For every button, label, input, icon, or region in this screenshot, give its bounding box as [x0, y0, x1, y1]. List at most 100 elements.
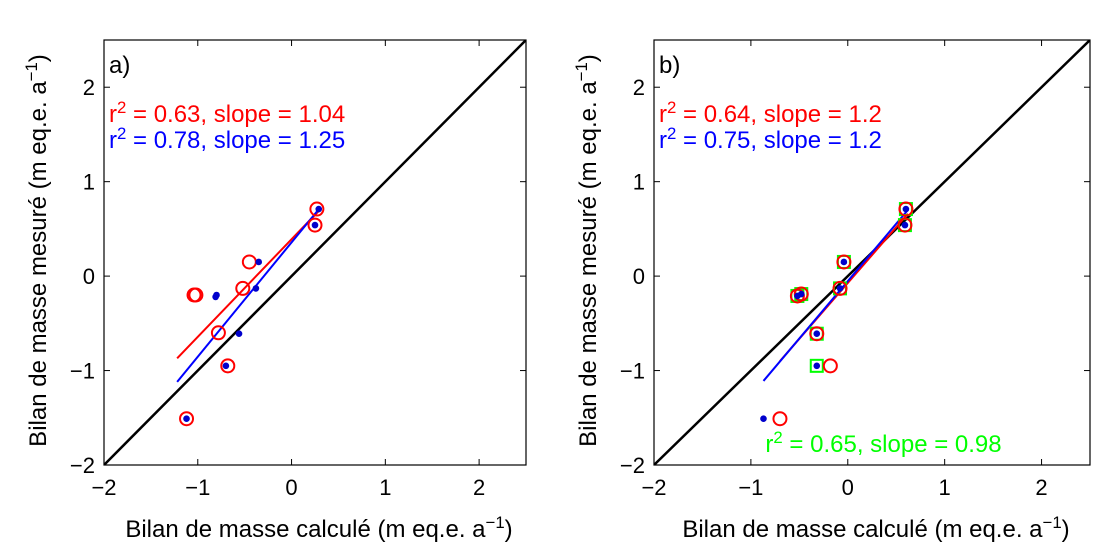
- y-axis-label-sup: −1: [22, 62, 41, 81]
- x-tick-label: −2: [641, 475, 666, 500]
- blue-dot-point: [252, 285, 260, 292]
- stats-text-blue: r2 = 0.75, slope = 1.2: [659, 124, 882, 155]
- red-circle-point: [220, 358, 236, 374]
- red-circle-point: [307, 217, 323, 233]
- x-tick-label: −2: [91, 475, 116, 500]
- x-axis-label-sup: −1: [1043, 513, 1062, 532]
- red-circle-point: [898, 201, 914, 217]
- red-circle-point: [241, 254, 257, 270]
- plot-area: [654, 40, 1090, 465]
- blue-dot-point: [235, 330, 243, 338]
- blue-dot-point: [813, 330, 821, 338]
- y-tick-label: 2: [83, 75, 95, 100]
- stats-text-red: r2 = 0.63, slope = 1.04: [109, 98, 345, 129]
- stats-text-green-pre: r: [765, 431, 773, 458]
- stats-text-red-pre: r: [109, 101, 117, 128]
- x-axis-label: Bilan de masse calculé (m eq.e. a−1): [125, 513, 512, 544]
- red-circle-point: [822, 358, 838, 374]
- red-circle-point: [832, 280, 848, 296]
- stats-text-red: r2 = 0.64, slope = 1.2: [659, 98, 882, 129]
- blue-dot-point: [212, 293, 219, 301]
- stats-text-blue-sup: 2: [117, 124, 126, 143]
- stats-text-green: r2 = 0.65, slope = 0.98: [765, 428, 1001, 459]
- x-tick-label: −1: [185, 475, 210, 500]
- plot-area: [104, 40, 526, 465]
- axes-frame: [103, 39, 527, 466]
- y-axis-label: Bilan de masse mesuré (m eq.e. a−1): [22, 54, 53, 447]
- blue-dot-point: [840, 258, 848, 266]
- x-axis-label-main: Bilan de masse calculé (m eq.e. a: [125, 516, 486, 543]
- y-tick-label: −1: [620, 359, 645, 384]
- red-circle-point: [309, 201, 325, 217]
- red-circle-point: [186, 287, 202, 303]
- panel-label: b): [659, 52, 680, 79]
- x-axis-label-end: ): [505, 516, 513, 543]
- x-tick-label: 1: [379, 475, 391, 500]
- red-circle-point: [235, 280, 251, 296]
- blue-dot-point: [760, 415, 767, 423]
- x-axis-label-end: ): [1062, 516, 1070, 543]
- red-circle-point: [210, 325, 226, 341]
- y-tick-label: 1: [83, 170, 95, 195]
- stats-text-blue-post: = 0.75, slope = 1.2: [676, 127, 882, 154]
- y-tick-label: −1: [70, 359, 95, 384]
- blue-dot-point: [311, 221, 319, 229]
- x-tick-label: 0: [285, 475, 297, 500]
- stats-text-blue-post: = 0.78, slope = 1.25: [126, 127, 345, 154]
- blue-dot-point: [836, 285, 844, 292]
- blue-dot-point: [222, 362, 230, 370]
- y-tick-label: −2: [620, 453, 645, 478]
- y-axis-label-sup: −1: [572, 62, 591, 81]
- x-tick-label: −1: [738, 475, 763, 500]
- x-axis-label: Bilan de masse calculé (m eq.e. a−1): [682, 513, 1069, 544]
- stats-text-blue: r2 = 0.78, slope = 1.25: [109, 124, 345, 155]
- red-circle-point: [772, 411, 788, 427]
- y-tick-label: 0: [83, 264, 95, 289]
- blue-dot-point: [901, 221, 909, 229]
- x-tick-label: 2: [473, 475, 485, 500]
- stats-text-red-post: = 0.64, slope = 1.2: [676, 101, 882, 128]
- blue-dot-point: [902, 205, 910, 213]
- y-tick-label: −2: [70, 453, 95, 478]
- stats-text-red-sup: 2: [117, 98, 126, 117]
- blue-dot-point: [255, 258, 263, 266]
- x-tick-label: 2: [1035, 475, 1047, 500]
- panel-label: a): [109, 52, 130, 79]
- y-axis-label-end: ): [25, 54, 52, 62]
- stats-text-red-pre: r: [659, 101, 667, 128]
- stats-text-blue-pre: r: [659, 127, 667, 154]
- x-tick-label: 0: [842, 475, 854, 500]
- red-circle-point: [897, 217, 913, 233]
- red-circle-point: [809, 326, 825, 342]
- x-tick-label: 1: [939, 475, 951, 500]
- blue-dot-point: [813, 362, 821, 370]
- stats-text-blue-pre: r: [109, 127, 117, 154]
- x-axis-label-sup: −1: [486, 513, 505, 532]
- y-axis-label-main: Bilan de masse mesuré (m eq.e. a: [575, 81, 602, 447]
- stats-text-blue-sup: 2: [667, 124, 676, 143]
- stats-text-green-sup: 2: [773, 428, 782, 447]
- y-tick-label: 2: [633, 75, 645, 100]
- red-circle-point: [179, 411, 195, 427]
- y-tick-label: 1: [633, 170, 645, 195]
- y-axis-label-main: Bilan de masse mesuré (m eq.e. a: [25, 81, 52, 447]
- one-to-one-line: [104, 40, 526, 465]
- axes-frame: [653, 39, 1091, 466]
- stats-text-green-post: = 0.65, slope = 0.98: [783, 431, 1002, 458]
- stats-text-red-post: = 0.63, slope = 1.04: [126, 101, 345, 128]
- green-square-point: [809, 358, 824, 373]
- blue-dot-point: [183, 415, 190, 423]
- stats-text-red-sup: 2: [667, 98, 676, 117]
- blue-dot-point: [797, 290, 805, 298]
- blue-fit-line: [762, 209, 909, 382]
- y-axis-label: Bilan de masse mesuré (m eq.e. a−1): [572, 54, 603, 447]
- red-circle-point: [836, 254, 852, 270]
- blue-fit-line: [176, 207, 321, 383]
- y-tick-label: 0: [633, 264, 645, 289]
- x-axis-label-main: Bilan de masse calculé (m eq.e. a: [682, 516, 1043, 543]
- blue-dot-point: [315, 205, 323, 213]
- y-axis-label-end: ): [575, 54, 602, 62]
